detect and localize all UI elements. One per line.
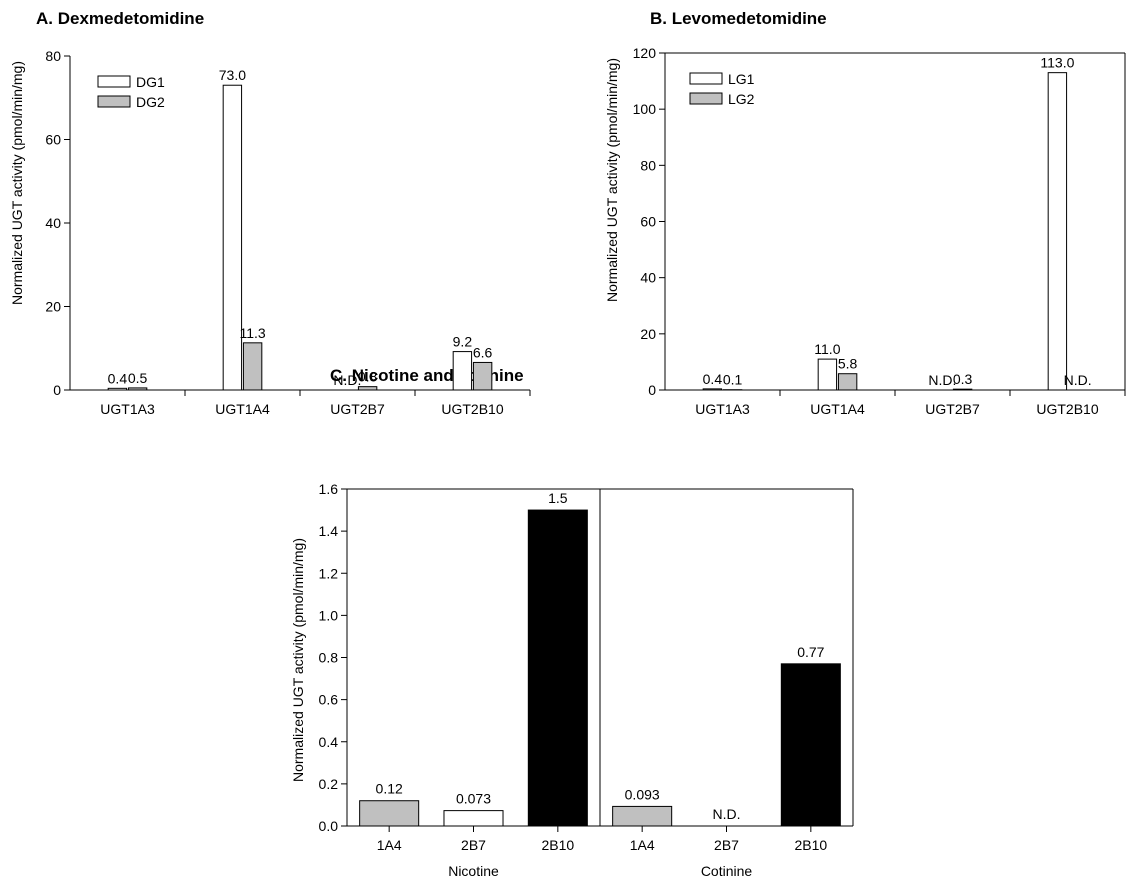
chart-a-bar <box>472 361 493 391</box>
chart-c-ytick-label: 1.2 <box>319 565 339 581</box>
chart-c-xtick-label: 2B7 <box>461 837 486 853</box>
chart-a-data-label: 9.2 <box>453 334 473 350</box>
chart-a-xtick-label: UGT2B10 <box>441 401 503 417</box>
chart-b-legend-swatch <box>689 92 723 105</box>
chart-c-bar <box>780 663 841 827</box>
chart-a-title: A. Dexmedetomidine <box>36 9 204 28</box>
chart-c-xtick-label: 2B10 <box>794 837 827 853</box>
chart-a-bar <box>222 84 243 391</box>
chart-b-xtick-label: UGT1A3 <box>695 401 750 417</box>
chart-b-legend-label: LG2 <box>728 91 755 107</box>
chart-b-ylabel: Normalized UGT activity (pmol/min/mg) <box>604 58 620 302</box>
chart-b-ytick-label: 120 <box>633 45 657 61</box>
chart-b-legend-swatch <box>689 72 723 85</box>
chart-c-bar <box>443 810 504 827</box>
chart-a-ytick-label: 20 <box>45 299 61 315</box>
chart-a-legend-label: DG1 <box>136 74 165 90</box>
chart-a-ytick-label: 80 <box>45 48 61 64</box>
chart-b-xtick-label: UGT2B10 <box>1036 401 1098 417</box>
chart-c-group-label: Nicotine <box>448 863 499 879</box>
chart-b-data-label: N.D. <box>928 372 956 388</box>
chart-c-data-label: 0.073 <box>456 791 491 807</box>
chart-b-ytick-label: 100 <box>633 101 657 117</box>
chart-a-xtick-label: UGT1A3 <box>100 401 155 417</box>
chart-b-ytick-label: 40 <box>640 270 656 286</box>
chart-a-bar <box>127 387 148 391</box>
chart-c-bar <box>612 805 673 827</box>
chart-a-xtick-label: UGT2B7 <box>330 401 385 417</box>
chart-a-legend-label: DG2 <box>136 94 165 110</box>
chart-c-ytick-label: 0.6 <box>319 692 339 708</box>
chart-b-bar <box>952 388 973 391</box>
chart-b-bar <box>817 358 838 391</box>
chart-b-data-label: 0.1 <box>723 372 743 388</box>
chart-c-ytick-label: 0.8 <box>319 650 339 666</box>
chart-a-legend-swatch <box>97 75 131 88</box>
chart-c-ytick-label: 1.0 <box>319 607 339 623</box>
chart-b-data-label: 0.3 <box>953 371 973 387</box>
chart-c-data-label: 0.77 <box>797 644 824 660</box>
chart-b-data-label: 11.0 <box>814 341 840 357</box>
chart-c-data-label: 0.093 <box>625 786 660 802</box>
chart-c-ytick-label: 0.0 <box>319 818 339 834</box>
chart-c-data-label: N.D. <box>713 806 741 822</box>
chart-a-bar <box>357 386 378 391</box>
chart-c-group-label: Cotinine <box>701 863 753 879</box>
chart-c-xtick-label: 1A4 <box>630 837 655 853</box>
chart-b-title: B. Levomedetomidine <box>650 9 827 28</box>
chart-c-xtick-label: 2B10 <box>541 837 574 853</box>
chart-b-data-label: 0.4 <box>703 371 723 387</box>
chart-a-bar <box>452 351 473 391</box>
chart-a-data-label: 0.5 <box>128 370 148 386</box>
chart-c-xtick-label: 1A4 <box>377 837 402 853</box>
chart-c-data-label: 1.5 <box>548 490 568 506</box>
chart-c-plot: 0.0 0.2 0.4 0.6 0.8 1.0 1.2 1.4 1.6 1A4 0.12 2B7 0.0… <box>319 481 854 879</box>
chart-c-bar <box>527 509 588 827</box>
chart-b-data-label: 113.0 <box>1040 55 1074 71</box>
chart-c-ytick-label: 0.2 <box>319 776 339 792</box>
chart-a-plot: 0 20 40 60 80 UGT1A3 0.4 0.5 UGT1A4 73.0 11.3 UGT2B… <box>45 48 531 417</box>
chart-a-xtick-label: UGT1A4 <box>215 401 270 417</box>
chart-c-ytick-label: 1.4 <box>319 523 339 539</box>
chart-a-data-label: N.D. <box>333 372 361 388</box>
chart-b-bar <box>837 373 858 391</box>
chart-a-ylabel: Normalized UGT activity (pmol/min/mg) <box>9 61 25 305</box>
chart-a-data-label: 0.4 <box>108 370 128 386</box>
chart-b-bar <box>702 388 723 391</box>
chart-b-legend-label: LG1 <box>728 71 755 87</box>
chart-a-data-label: 6.6 <box>473 344 493 360</box>
chart-c-data-label: 0.12 <box>376 781 403 797</box>
chart-b-data-label: 5.8 <box>838 356 858 372</box>
chart-c-ytick-label: 1.6 <box>319 481 339 497</box>
chart-c-bar <box>359 800 420 827</box>
chart-b-ytick-label: 20 <box>640 326 656 342</box>
chart-a-ytick-label: 0 <box>53 382 61 398</box>
chart-a-data-label: 73.0 <box>219 67 246 83</box>
chart-b-bar <box>1047 72 1068 391</box>
chart-c-xtick-label: 2B7 <box>714 837 739 853</box>
chart-b-xtick-label: UGT1A4 <box>810 401 865 417</box>
chart-a-bar <box>107 387 128 391</box>
chart-a-ytick-label: 40 <box>45 215 61 231</box>
chart-b-data-label: N.D. <box>1064 372 1092 388</box>
chart-a-bar <box>242 342 263 391</box>
chart-b-ytick-label: 80 <box>640 157 656 173</box>
chart-c-ylabel: Normalized UGT activity (pmol/min/mg) <box>290 538 306 782</box>
chart-c-ytick-label: 0.4 <box>319 734 339 750</box>
chart-a-ytick-label: 60 <box>45 132 61 148</box>
chart-b-ytick-label: 0 <box>648 382 656 398</box>
chart-a-data-label: 11.3 <box>240 325 266 341</box>
chart-a-data-label: 0.8 <box>358 369 378 385</box>
chart-b-ytick-label: 60 <box>640 214 656 230</box>
chart-b-plot: 0 20 40 60 80 100 120 UGT1A3 0.4 0.1 UGT1A4 11.05.8… <box>633 45 1126 417</box>
chart-a-legend-swatch <box>97 95 131 108</box>
chart-b-xtick-label: UGT2B7 <box>925 401 980 417</box>
